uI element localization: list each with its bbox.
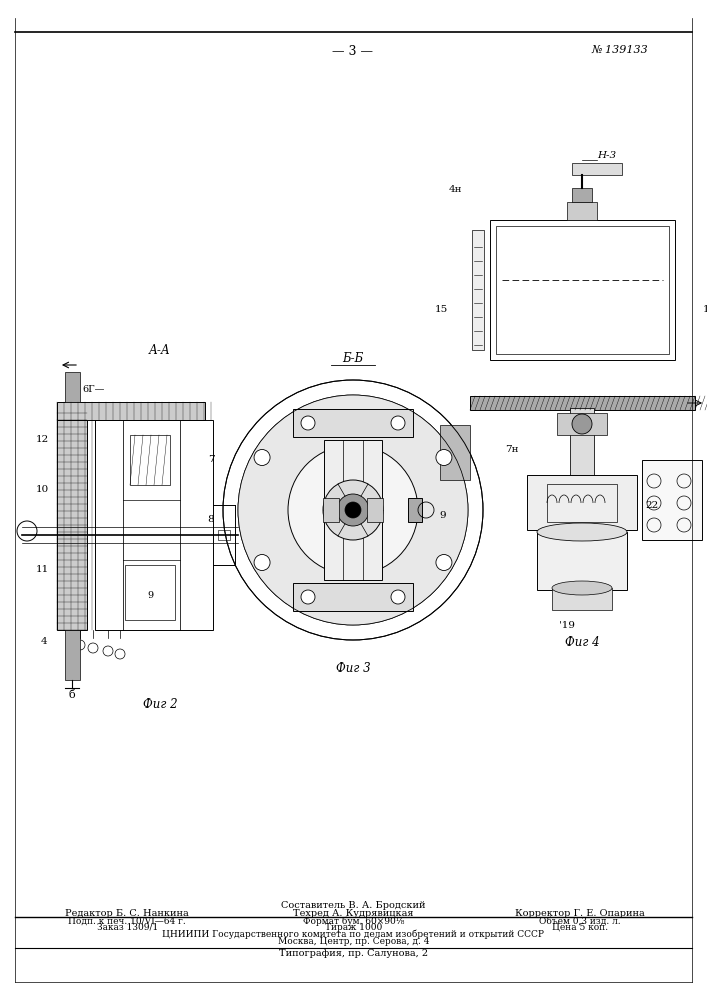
Circle shape	[436, 450, 452, 466]
Circle shape	[436, 554, 452, 570]
Bar	[642, 460, 702, 540]
Text: 22: 22	[645, 500, 659, 510]
Text: '19: '19	[559, 620, 575, 630]
Circle shape	[301, 590, 315, 604]
Text: 7: 7	[208, 456, 214, 464]
Text: — 3 —: — 3 —	[332, 45, 373, 58]
Text: Составитель В. А. Бродский: Составитель В. А. Бродский	[281, 900, 426, 910]
Bar	[472, 230, 484, 350]
Text: Фиг 2: Фиг 2	[143, 698, 177, 712]
Bar	[537, 532, 627, 590]
Text: 10: 10	[35, 486, 49, 494]
Circle shape	[337, 494, 369, 526]
Text: 9: 9	[147, 590, 153, 599]
Bar	[293, 409, 413, 437]
Bar	[130, 435, 170, 485]
Text: Редактор Б. С. Нанкина: Редактор Б. С. Нанкина	[65, 908, 189, 918]
Bar	[557, 413, 607, 435]
Text: 8: 8	[208, 516, 214, 524]
Circle shape	[391, 416, 405, 430]
Text: А-А: А-А	[149, 344, 171, 357]
Bar	[496, 226, 669, 354]
Bar	[570, 408, 594, 480]
Text: 15: 15	[435, 306, 448, 314]
Text: 12: 12	[35, 436, 49, 444]
Bar	[57, 420, 87, 630]
Text: Корректор Г. Е. Опарина: Корректор Г. Е. Опарина	[515, 908, 645, 918]
Bar	[490, 220, 675, 360]
Circle shape	[254, 450, 270, 466]
Text: 11: 11	[35, 566, 49, 574]
Circle shape	[572, 414, 592, 434]
Bar	[572, 163, 622, 175]
Bar	[95, 420, 213, 630]
Bar	[218, 530, 230, 540]
Text: 4н: 4н	[448, 186, 462, 194]
Text: Заказ 1309/1: Заказ 1309/1	[97, 922, 158, 932]
Ellipse shape	[552, 581, 612, 595]
Text: Москва, Центр, пр. Серова, д. 4: Москва, Центр, пр. Серова, д. 4	[278, 936, 429, 946]
Circle shape	[301, 416, 315, 430]
Bar	[572, 188, 592, 202]
Text: Б-Б: Б-Б	[342, 352, 363, 364]
Circle shape	[288, 445, 418, 575]
Bar	[57, 402, 205, 420]
Text: 4: 4	[41, 638, 47, 647]
Circle shape	[323, 480, 383, 540]
Text: 7н: 7н	[506, 446, 519, 454]
Text: Цена 5 коп.: Цена 5 коп.	[551, 922, 608, 932]
Bar	[125, 565, 175, 620]
Text: 14: 14	[703, 306, 707, 314]
Bar	[527, 475, 637, 530]
Bar	[65, 372, 80, 402]
Text: Фиг 3: Фиг 3	[336, 662, 370, 674]
Bar	[408, 498, 422, 522]
Text: Объём 0,3 изд. л.: Объём 0,3 изд. л.	[539, 916, 621, 926]
Bar	[440, 425, 470, 480]
Bar	[547, 484, 617, 522]
Polygon shape	[238, 395, 468, 625]
Ellipse shape	[537, 523, 627, 541]
Bar	[293, 583, 413, 611]
Bar	[552, 588, 612, 610]
Text: ЦНИИПИ Государственного комитета по делам изобретений и открытий СССР: ЦНИИПИ Государственного комитета по дела…	[163, 929, 544, 939]
Text: Формат бум. 60×90¹⁄₈: Формат бум. 60×90¹⁄₈	[303, 916, 404, 926]
Bar	[323, 498, 339, 522]
Text: Н-3: Н-3	[597, 150, 616, 159]
Bar	[324, 440, 382, 580]
Circle shape	[254, 554, 270, 570]
Text: б: б	[69, 690, 76, 700]
Bar	[470, 396, 695, 410]
Text: № 139133: № 139133	[592, 45, 648, 55]
Text: 9: 9	[440, 510, 446, 520]
Text: Техред А. Кудрявицкая: Техред А. Кудрявицкая	[293, 908, 414, 918]
Circle shape	[345, 502, 361, 518]
Text: Подп. к печ. 10/VI—64 г.: Подп. к печ. 10/VI—64 г.	[69, 916, 186, 926]
Bar	[65, 630, 80, 680]
Text: Типография, пр. Салунова, 2: Типография, пр. Салунова, 2	[279, 950, 428, 958]
Bar	[367, 498, 383, 522]
Circle shape	[391, 590, 405, 604]
Text: Фиг 4: Фиг 4	[565, 636, 600, 648]
Bar	[567, 202, 597, 220]
Text: Тираж 1000: Тираж 1000	[325, 922, 382, 932]
Text: 6Г—: 6Г—	[82, 385, 105, 394]
